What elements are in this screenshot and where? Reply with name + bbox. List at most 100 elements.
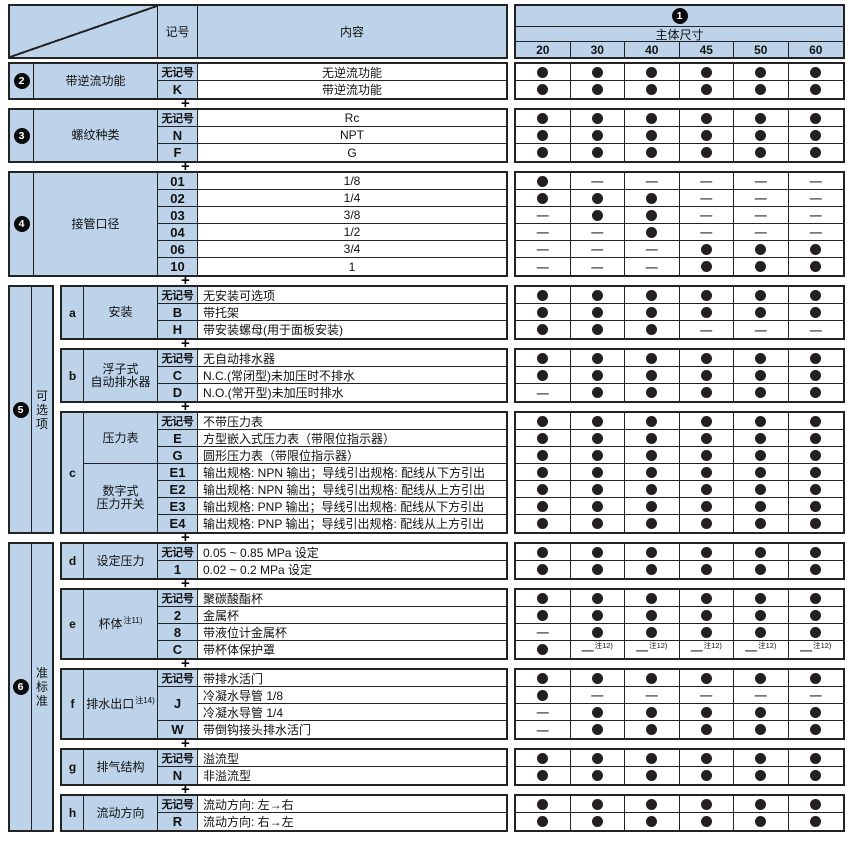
size-title: 主体尺寸 (516, 27, 843, 42)
size-availability-cell: — (734, 687, 789, 704)
size-availability-cell: — (516, 207, 571, 224)
availability-dot-icon (755, 415, 767, 427)
availability-dot-icon (755, 352, 767, 364)
content-cell: 流动方向: 右→左 (203, 815, 294, 829)
availability-dot-icon (646, 546, 658, 558)
content-cell: 冷凝水导管 1/4 (198, 704, 506, 721)
availability-dot-icon (810, 752, 822, 764)
availability-dash-icon: — (700, 208, 713, 222)
plus-icon: + (181, 158, 190, 175)
code-cell: 01 (158, 173, 198, 190)
availability-dot-icon (646, 724, 658, 735)
content-cell: G (347, 145, 357, 160)
size-availability-cell (516, 687, 571, 704)
availability-dot-icon (810, 672, 822, 684)
content-cell: NPT (198, 127, 506, 144)
availability-dash-icon: — (645, 688, 658, 702)
section-name: 螺纹种类 (34, 110, 158, 161)
section-name-line: 数字式 (102, 484, 139, 498)
size-availability-cell (788, 367, 843, 384)
content-cell: 1/4 (198, 190, 506, 207)
availability-dot-icon (810, 816, 822, 827)
section-name-line: 排水出口 注14) (86, 696, 155, 711)
size-availability-cell (734, 624, 789, 641)
availability-dot-icon (755, 626, 767, 638)
availability-dot-icon (810, 609, 822, 621)
availability-dot-icon (646, 147, 658, 158)
size-availability-cell (625, 81, 680, 98)
availability-dot-icon (810, 415, 822, 427)
size-availability-cell: — 注12) (789, 641, 844, 658)
content-cell: 聚碳酸酯杯 (198, 590, 506, 607)
code-cell: 2 (158, 607, 198, 624)
size-availability-cell (570, 367, 625, 384)
size-availability-cell (679, 447, 734, 464)
code-cell: 无记号 (158, 350, 198, 367)
section-name-line: 接管口径 (71, 216, 120, 231)
section-label-table: h 流动方向 无记号 流动方向: 左→右 R 流动方向: 右→左 (60, 794, 508, 832)
size-availability-cell (734, 81, 789, 98)
subsection-letter: a (62, 287, 84, 338)
content-cell: 带托架 (198, 304, 506, 321)
availability-dot-icon (537, 415, 549, 427)
availability-dot-icon (700, 369, 712, 381)
availability-dot-icon (591, 192, 603, 204)
badge-6-icon: 6 (12, 679, 29, 695)
size-availability-cell (516, 607, 571, 624)
size-availability-cell (625, 590, 680, 607)
availability-dot-icon (591, 483, 603, 495)
size-availability-cell (516, 767, 571, 784)
content-cell: 冷凝水导管 1/8 (198, 687, 506, 704)
section-name: 排水出口 注14) (84, 670, 158, 738)
plus-connector: + (60, 576, 845, 591)
availability-dot-icon (810, 432, 822, 444)
availability-dot-icon (755, 672, 767, 684)
size-availability-cell (571, 515, 625, 532)
plus-connector: + (0, 530, 852, 545)
availability-dash-icon: — (591, 242, 604, 256)
vertical-label-char: 项 (35, 416, 48, 431)
size-availability-cell: — (788, 173, 843, 190)
availability-dot-icon (646, 192, 658, 204)
size-availability-cell (788, 796, 843, 813)
badge-3-icon: 3 (13, 127, 30, 144)
availability-dot-icon (700, 770, 712, 781)
size-availability-cell (788, 704, 843, 721)
size-availability-cell (734, 367, 789, 384)
size-availability-cell (680, 561, 734, 578)
availability-dot-icon (537, 816, 549, 827)
availability-dot-icon (700, 432, 712, 444)
content-cell: 0.02 ~ 0.2 MPa 设定 (203, 563, 313, 577)
size-availability-cell (734, 796, 789, 813)
size-availability-cell (734, 304, 789, 321)
availability-dot-icon (700, 500, 712, 512)
availability-dot-icon (700, 752, 712, 764)
availability-dot-icon (537, 175, 549, 187)
availability-grid (514, 748, 845, 786)
availability-dash-icon: — (536, 705, 549, 719)
availability-dot-icon (591, 112, 603, 124)
size-availability-cell (625, 190, 680, 207)
availability-dot-icon (591, 289, 603, 301)
availability-dot-icon (591, 66, 603, 78)
availability-dot-icon (700, 387, 712, 398)
availability-dot-icon (810, 518, 822, 529)
content-cell: 输出规格: NPN 输出；导线引出规格: 配线从下方引出 (198, 464, 506, 481)
section-label-table: 2 带逆流功能 无记号 无逆流功能 K 带逆流功能 (8, 62, 508, 100)
size-availability-cell (788, 481, 843, 498)
plus-icon: + (181, 398, 190, 415)
availability-dot-icon (646, 352, 658, 364)
availability-dash-icon: — (800, 642, 813, 657)
size-availability-cell (625, 127, 680, 144)
subsection-e: e 杯体 注11) 无记号 聚碳酸酯杯 2 金属杯 8 带液位计金属杯 C 带杯体保护罩 — — 注12)… (60, 588, 845, 660)
size-availability-cell (625, 796, 680, 813)
section-label-table: g 排气结构 无记号 溢流型 N 非溢流型 (60, 748, 508, 786)
content-cell: 1/2 (198, 224, 506, 241)
content-cell: 带逆流功能 (321, 83, 382, 97)
size-availability-cell: — (570, 687, 625, 704)
availability-dot-icon (700, 261, 712, 272)
size-column-label: 20 (516, 42, 571, 57)
group-badge-cell: 3 (10, 110, 34, 161)
size-availability-cell (679, 430, 734, 447)
